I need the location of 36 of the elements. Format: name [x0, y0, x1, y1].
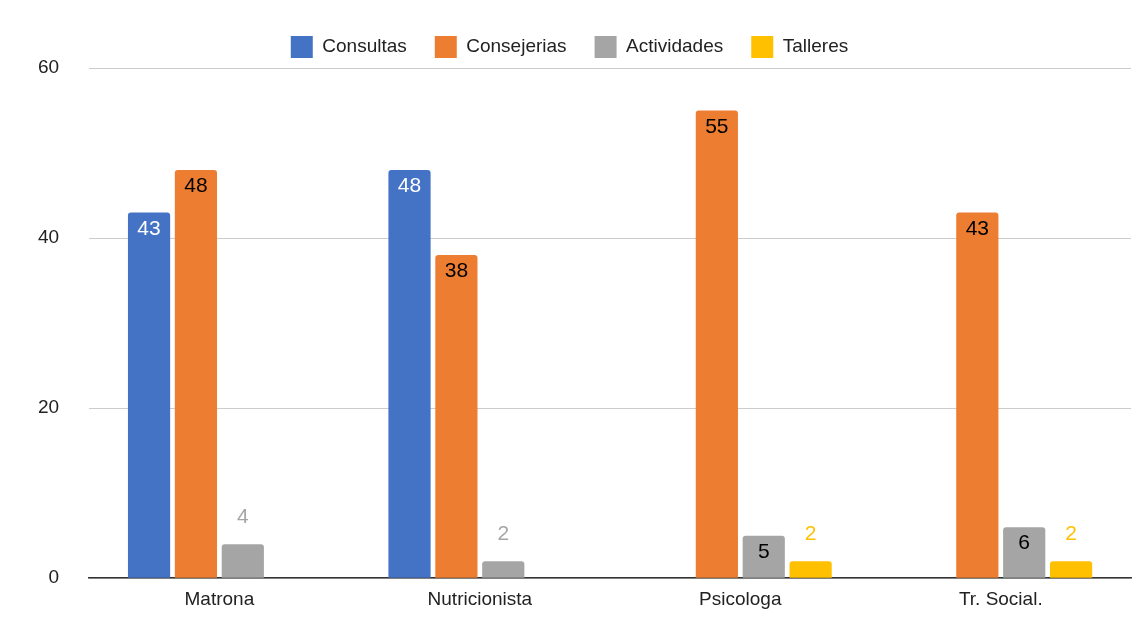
legend-label: Talleres — [782, 35, 849, 57]
bar — [482, 561, 525, 578]
legend-label: Consultas — [322, 35, 407, 57]
x-tick-label: Matrona — [184, 587, 255, 609]
bar — [956, 212, 999, 578]
y-tick-label: 0 — [48, 566, 60, 588]
bar — [127, 212, 171, 578]
data-label: 48 — [184, 173, 208, 197]
bar — [221, 544, 264, 578]
data-label: 2 — [804, 521, 817, 545]
data-label: 55 — [705, 113, 729, 137]
data-label: 4 — [236, 504, 249, 528]
bar — [435, 255, 478, 578]
x-tick-label: Nutricionista — [427, 587, 533, 609]
bar — [1049, 561, 1093, 578]
data-label: 43 — [137, 215, 161, 239]
y-tick-label: 40 — [37, 226, 60, 248]
x-tick-label: Tr. Social. — [958, 587, 1043, 609]
y-tick-label: 20 — [37, 396, 60, 418]
data-label: 2 — [497, 521, 510, 545]
data-label: 2 — [1065, 521, 1077, 545]
bar — [1003, 527, 1046, 578]
data-label: 38 — [444, 258, 469, 282]
legend-label: Actividades — [626, 35, 724, 57]
data-label: 6 — [1018, 530, 1031, 554]
bar — [388, 170, 431, 578]
bar — [789, 561, 832, 578]
legend-label: Consejerias — [466, 35, 567, 57]
data-label: 5 — [757, 538, 770, 562]
bar — [174, 170, 218, 578]
data-label: 43 — [965, 215, 989, 239]
x-tick-label: Psicologa — [699, 587, 782, 609]
bar — [695, 110, 738, 578]
bar — [742, 535, 785, 578]
y-tick-label: 60 — [37, 56, 60, 78]
data-label: 48 — [397, 173, 422, 197]
